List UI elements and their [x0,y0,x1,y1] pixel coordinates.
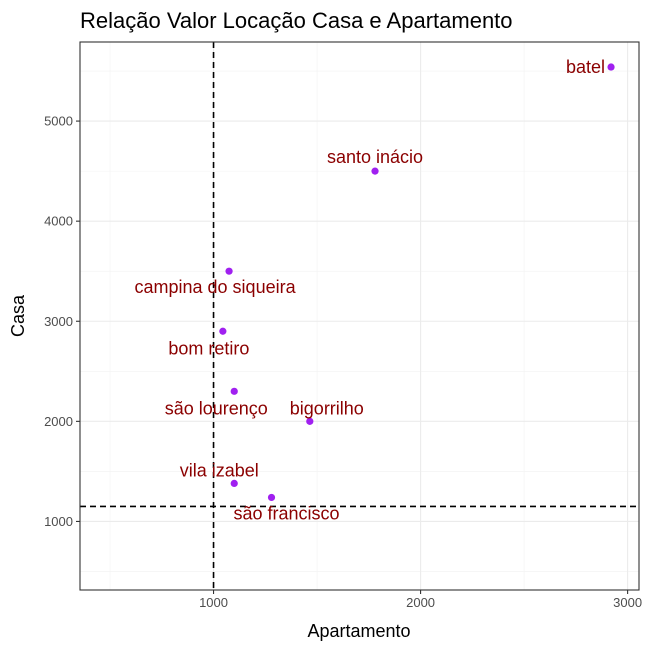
x-tick-label: 1000 [199,595,228,610]
data-point [371,167,379,175]
data-point [230,387,238,395]
point-label: santo inácio [327,147,423,167]
y-axis-title: Casa [8,294,28,337]
panel-border [79,41,640,591]
data-point [267,493,276,502]
point-label: bigorrilho [290,398,364,418]
data-point [219,327,227,335]
x-tick-label: 2000 [406,595,435,610]
point-label: campina do siqueira [135,277,297,297]
data-point [607,63,615,71]
point-label: são francisco [233,503,339,523]
data-point [230,479,238,488]
point-label: são lourenço [165,398,268,418]
data-point [306,417,314,425]
y-tick-label: 5000 [44,114,73,129]
x-tick-label: 3000 [613,595,642,610]
y-tick-label: 2000 [44,414,73,429]
chart-title: Relação Valor Locação Casa e Apartamento [80,8,513,33]
y-tick-label: 1000 [44,514,73,529]
x-axis-title: Apartamento [307,621,410,641]
point-label: vila izabel [180,460,259,480]
plot-panel: batel santo inácio campina do siqueira bom … [79,41,640,591]
point-label: batel [566,57,605,77]
point-label: bom retiro [168,338,249,358]
data-point [225,267,233,275]
y-tick-label: 3000 [44,314,73,329]
y-tick-label: 4000 [44,214,73,229]
